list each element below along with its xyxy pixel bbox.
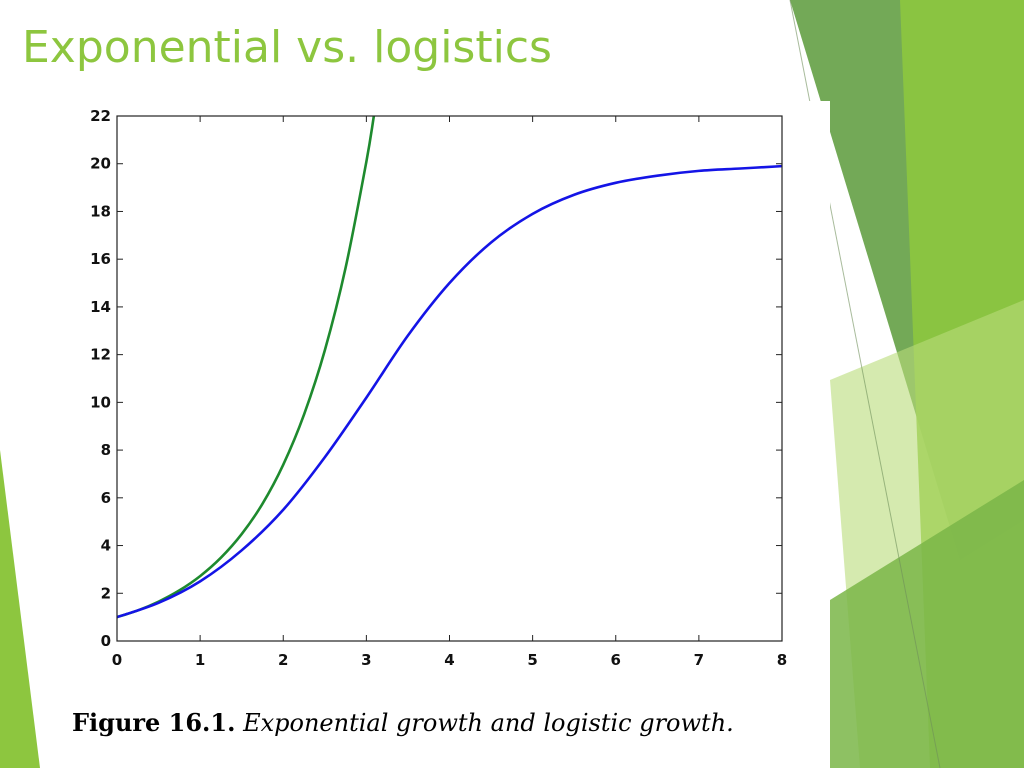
- series-line-2: [116, 164, 783, 619]
- y-tick-label: 4: [101, 537, 111, 555]
- caption-text: Exponential growth and logistic growth.: [243, 709, 734, 737]
- figure-panel: [40, 101, 830, 739]
- x-tick-label: 8: [777, 651, 787, 669]
- y-tick-label: 16: [90, 250, 111, 268]
- y-tick-label: 10: [90, 393, 111, 411]
- y-tick-label: 12: [90, 346, 111, 364]
- y-tick-label: 0: [101, 632, 111, 650]
- x-tick-label: 2: [278, 651, 288, 669]
- y-axis: 0 2 4 6 8 10 12 14 16 18 20 22: [90, 107, 782, 650]
- x-axis: 0 1 2 3 4 5 6 7 8: [112, 116, 787, 669]
- deco-shape-left: [0, 450, 40, 768]
- y-tick-label: 2: [101, 584, 111, 602]
- deco-shape-bottom: [830, 480, 1024, 768]
- slide-title: Exponential vs. logistics: [22, 22, 552, 73]
- y-tick-label: 14: [90, 298, 111, 316]
- series-layer: [116, 115, 783, 619]
- y-tick-label: 8: [101, 441, 111, 459]
- x-tick-label: 7: [694, 651, 704, 669]
- y-tick-label: 6: [101, 489, 111, 507]
- x-tick-label: 5: [527, 651, 537, 669]
- x-tick-label: 3: [361, 651, 371, 669]
- figure-caption: Figure 16.1. Exponential growth and logi…: [72, 708, 832, 742]
- caption-label: Figure 16.1.: [72, 708, 236, 737]
- plot-frame: [116, 115, 783, 642]
- x-tick-label: 4: [444, 651, 454, 669]
- x-tick-label: 1: [195, 651, 205, 669]
- y-tick-label: 22: [90, 107, 111, 125]
- y-tick-label: 18: [90, 202, 111, 220]
- x-tick-label: 6: [611, 651, 621, 669]
- y-tick-label: 20: [90, 155, 111, 173]
- x-tick-label: 0: [112, 651, 122, 669]
- series-line-1: [116, 115, 376, 619]
